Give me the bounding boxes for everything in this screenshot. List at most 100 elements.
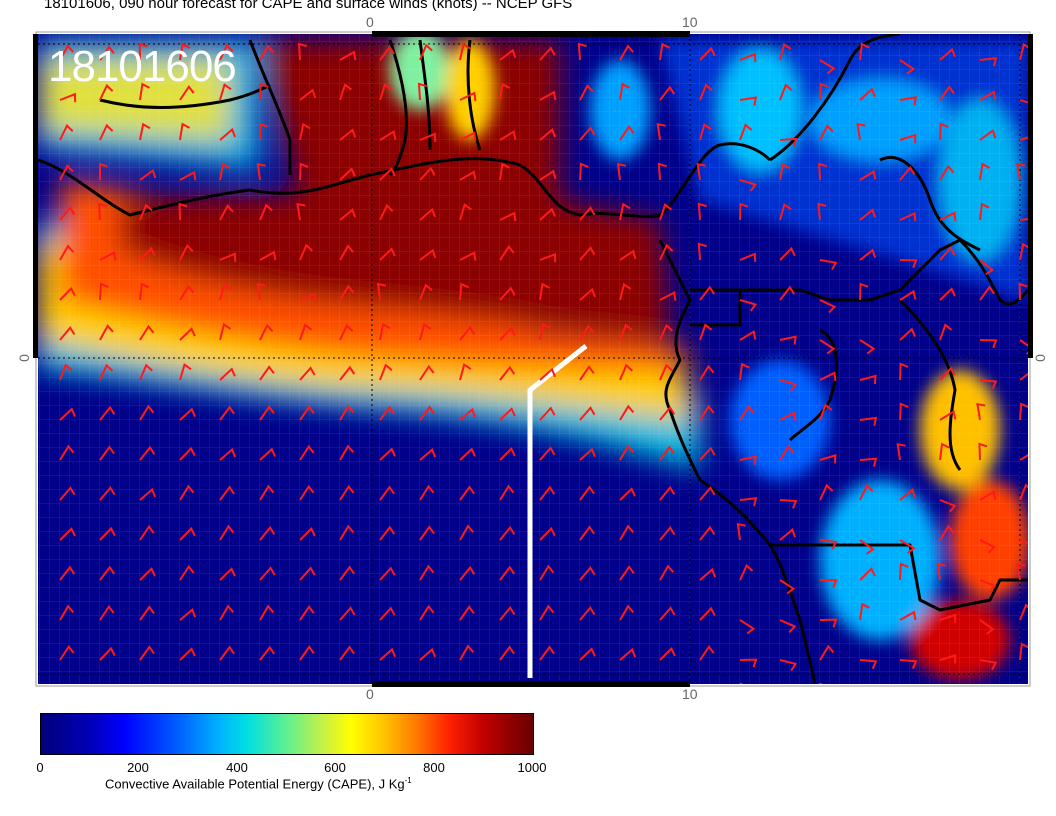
- wind-barb: [659, 405, 676, 421]
- wind-barb: [779, 659, 798, 672]
- wind-barb: [139, 645, 155, 661]
- wind-barb: [259, 604, 275, 621]
- wind-barb: [899, 211, 917, 222]
- wind-barb: [739, 179, 758, 192]
- wind-barb: [379, 363, 393, 381]
- wind-barb: [739, 52, 757, 63]
- right-axis-bar: [1028, 34, 1033, 358]
- colorbar-title-exponent: -1: [404, 776, 412, 785]
- wind-barb: [499, 447, 516, 461]
- wind-barb: [179, 42, 191, 61]
- wind-barb: [339, 83, 352, 101]
- wind-barb: [819, 59, 836, 75]
- wind-barb: [859, 282, 869, 301]
- wind-barb: [59, 92, 77, 103]
- wind-barb: [1019, 42, 1028, 61]
- wind-barb: [899, 539, 916, 555]
- wind-barb: [419, 647, 437, 661]
- wind-barb: [499, 407, 516, 421]
- wind-barb: [459, 565, 476, 581]
- wind-barb: [420, 687, 434, 700]
- wind-barb: [339, 244, 354, 261]
- wind-barb: [619, 565, 635, 581]
- wind-barb: [539, 446, 556, 461]
- wind-barb: [859, 539, 875, 555]
- wind-barb: [736, 522, 746, 541]
- wind-barb: [780, 687, 794, 700]
- wind-barb: [99, 363, 114, 381]
- wind-barb: [1019, 339, 1028, 355]
- wind-barb: [219, 127, 237, 141]
- wind-barb: [499, 130, 517, 141]
- wind-barb: [539, 406, 556, 421]
- wind-barb: [259, 405, 275, 421]
- wind-barb: [419, 604, 435, 621]
- wind-barb: [299, 444, 315, 461]
- wind-barb: [657, 162, 667, 181]
- wind-barb: [539, 90, 557, 101]
- wind-barb: [256, 282, 266, 301]
- wind-barb: [939, 47, 957, 61]
- wind-barb: [59, 164, 74, 181]
- wind-barb: [1018, 282, 1028, 301]
- colorbar-title: Convective Available Potential Energy (C…: [105, 776, 412, 791]
- wind-barb: [699, 486, 716, 501]
- wind-barb: [619, 444, 635, 461]
- cape-field: [38, 34, 1028, 700]
- top-lon-label-0: 0: [366, 14, 374, 30]
- wind-barb: [779, 83, 793, 101]
- wind-barb: [936, 562, 946, 581]
- wind-barb: [779, 619, 797, 633]
- wind-barb: [459, 407, 477, 421]
- wind-barb: [299, 645, 315, 661]
- wind-barb: [979, 259, 995, 276]
- wind-barb: [699, 285, 716, 301]
- wind-barb: [179, 526, 196, 541]
- wind-barb: [459, 251, 477, 261]
- cape-colorbar: [40, 713, 534, 755]
- wind-barb: [939, 366, 956, 381]
- wind-barb: [859, 567, 876, 581]
- wind-barb: [739, 563, 754, 581]
- wind-barb: [59, 444, 75, 461]
- wind-barb: [859, 42, 870, 61]
- wind-barb: [299, 527, 316, 541]
- wind-barb: [59, 486, 76, 501]
- wind-barb: [499, 365, 516, 381]
- wind-barb: [819, 454, 837, 464]
- wind-barb: [219, 405, 235, 421]
- wind-barb: [59, 44, 74, 61]
- wind-barb: [99, 526, 116, 541]
- wind-barb: [339, 208, 357, 221]
- wind-barb: [779, 579, 796, 595]
- wind-barb: [459, 524, 475, 541]
- wind-barb: [659, 525, 676, 541]
- wind-barb: [219, 43, 234, 61]
- wind-barb: [59, 644, 75, 661]
- wind-barb: [179, 446, 196, 461]
- wind-barb: [779, 42, 792, 61]
- wind-barb: [59, 527, 76, 541]
- wind-barb: [979, 339, 998, 349]
- wind-barb: [459, 485, 475, 501]
- wind-barb: [459, 362, 472, 381]
- wind-barb: [419, 448, 437, 461]
- wind-barb: [739, 658, 758, 668]
- coastlines: [38, 34, 1028, 684]
- wind-barb: [539, 252, 557, 263]
- wind-barb: [979, 285, 995, 301]
- wind-barb: [899, 289, 917, 301]
- wind-barb: [899, 59, 916, 75]
- wind-barb: [699, 364, 715, 381]
- wind-barb: [180, 687, 194, 700]
- top-lon-label-10: 10: [682, 14, 698, 30]
- wind-barb: [219, 162, 231, 181]
- wind-barb: [819, 82, 829, 101]
- wind-barb: [339, 484, 355, 501]
- wind-barb: [539, 485, 556, 501]
- wind-barb: [419, 207, 437, 221]
- wind-barb: [979, 579, 997, 593]
- wind-barb: [296, 202, 306, 221]
- wind-barb: [697, 242, 707, 261]
- colorbar-tick-1000: 1000: [517, 760, 547, 775]
